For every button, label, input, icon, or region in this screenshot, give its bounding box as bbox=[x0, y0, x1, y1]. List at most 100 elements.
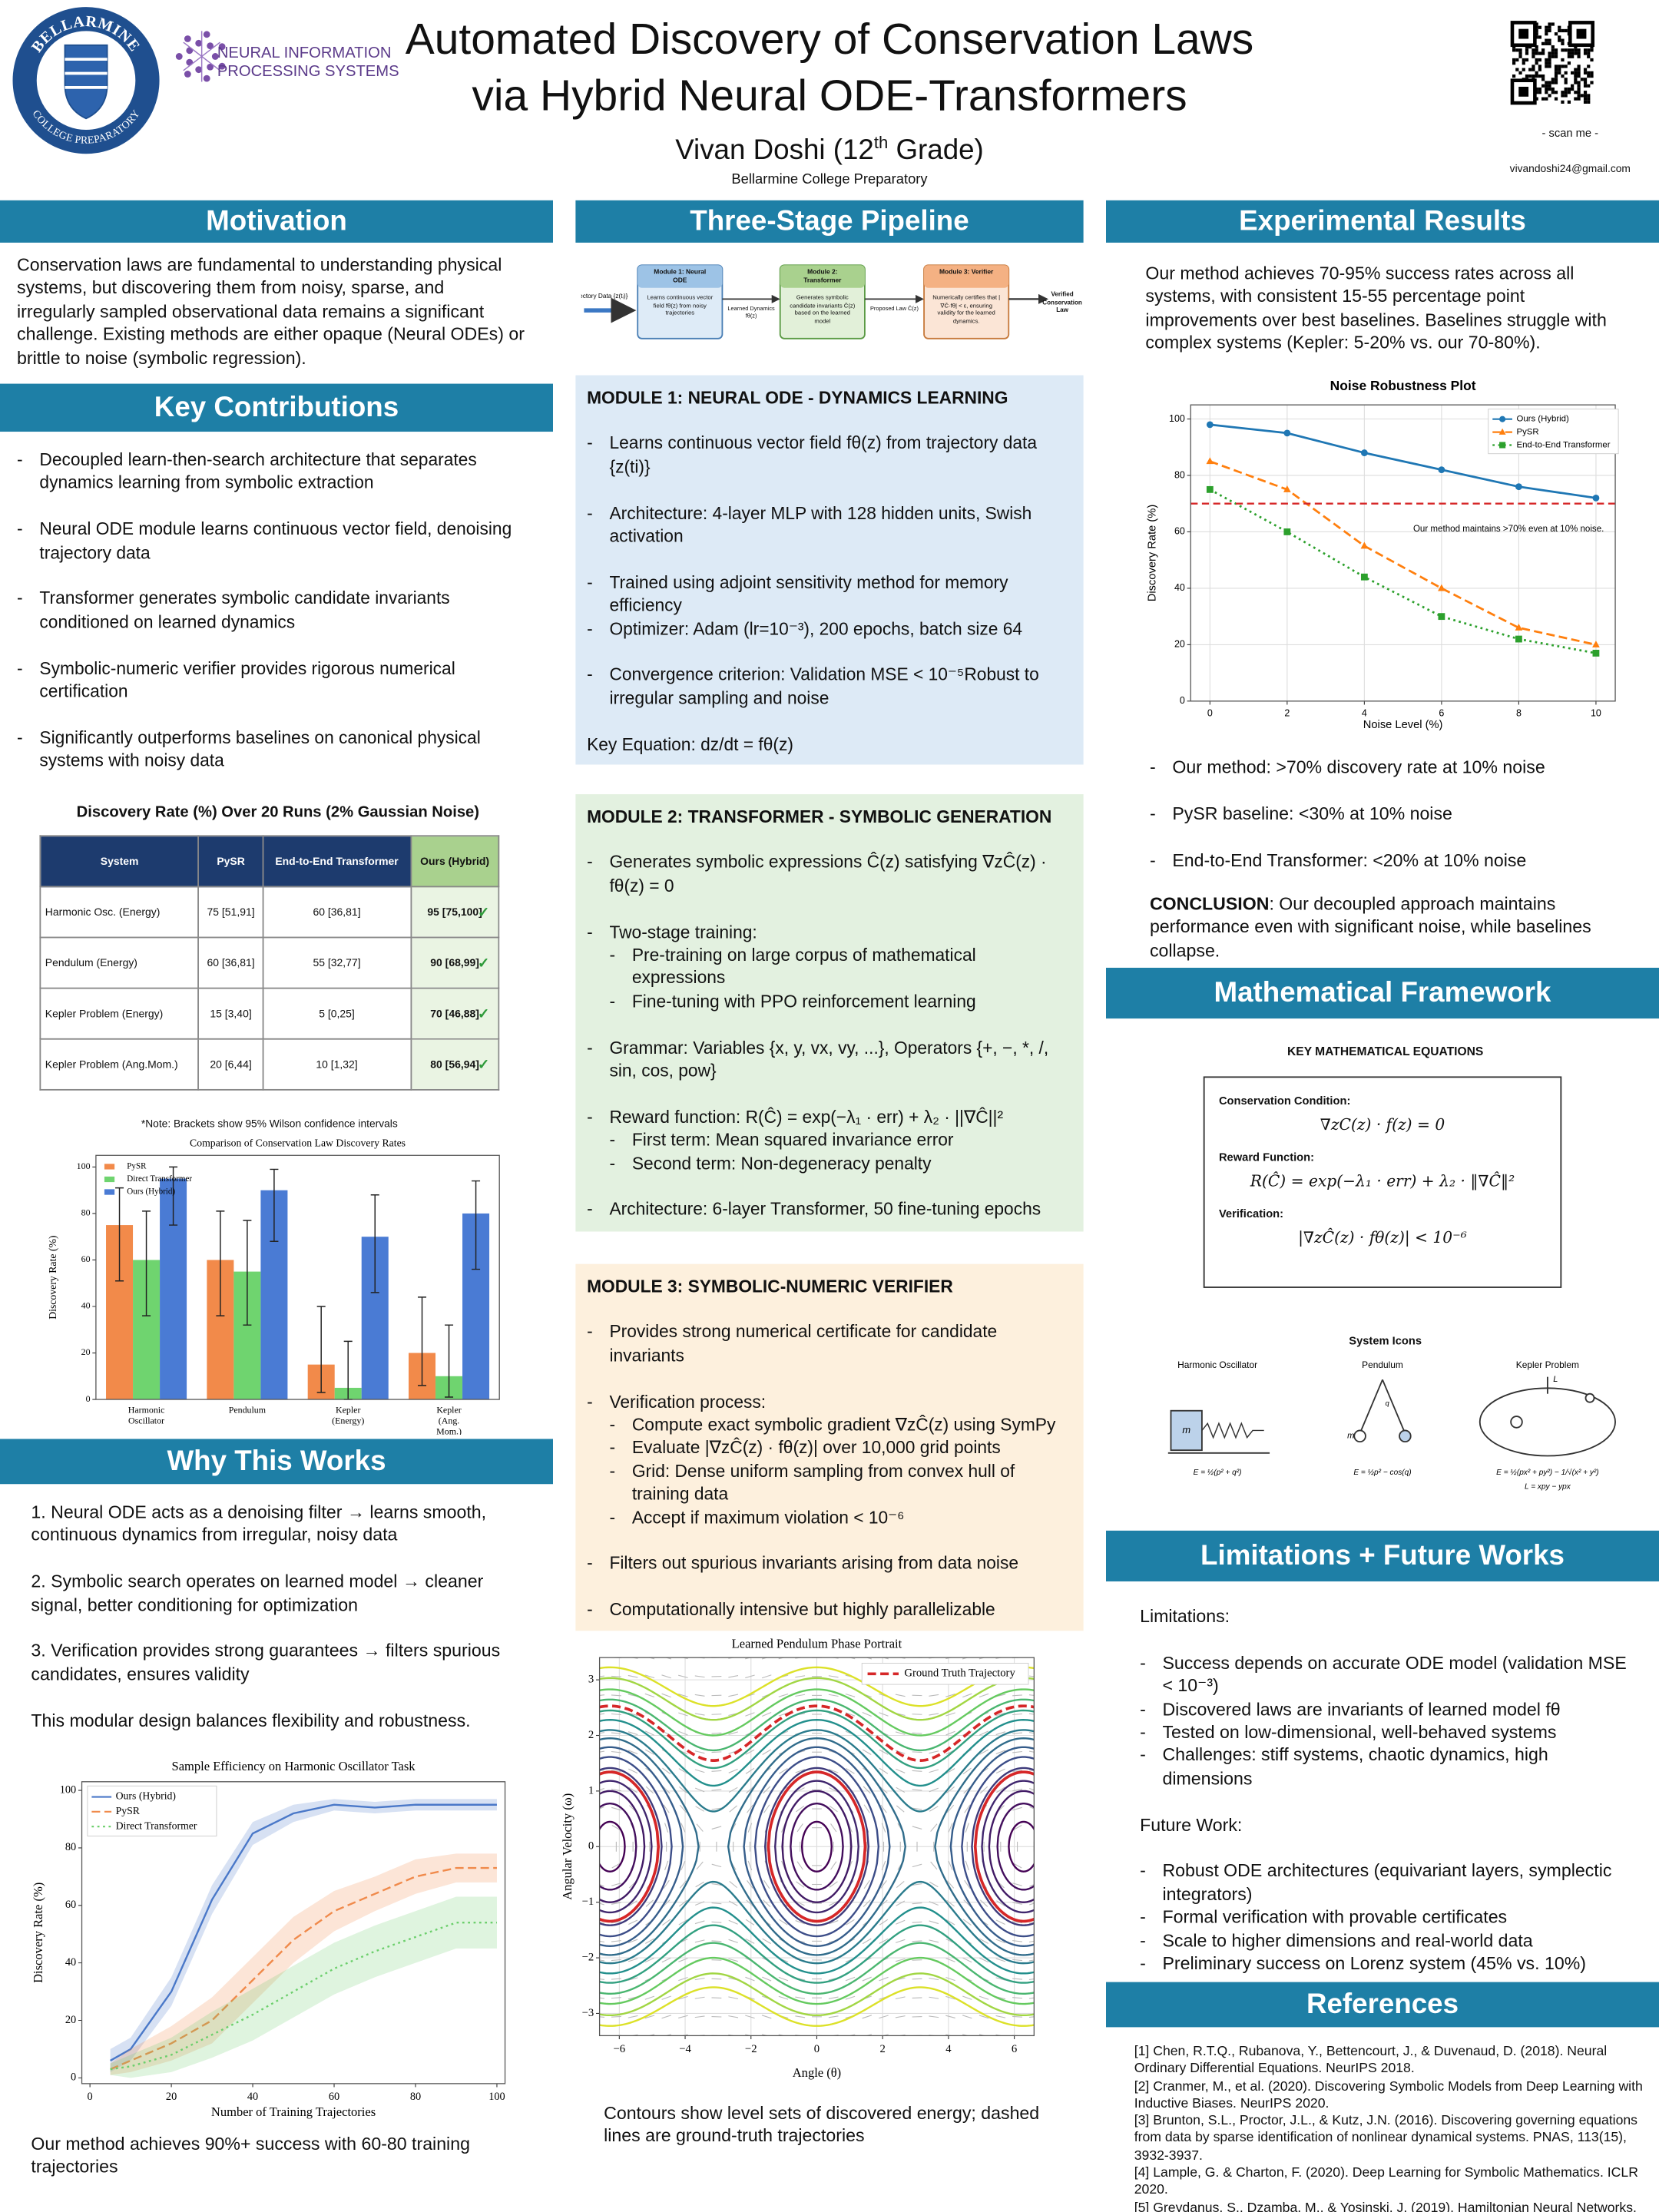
legend-label: Ours (Hybrid) bbox=[116, 1790, 176, 1803]
vector-arrow bbox=[696, 1823, 704, 1832]
x-tick-label: Kepler (Ang. Mom.) bbox=[436, 1404, 462, 1434]
y-axis-label: Discovery Rate (%) bbox=[1146, 505, 1158, 602]
qr-cell bbox=[1512, 61, 1516, 65]
vector-arrow bbox=[1028, 1713, 1035, 1715]
vector-arrow bbox=[711, 1807, 722, 1810]
vector-arrow bbox=[1029, 1806, 1035, 1810]
vector-arrow bbox=[845, 1976, 856, 1982]
qr-finder bbox=[1518, 86, 1529, 97]
vector-arrow bbox=[611, 2015, 621, 2018]
logo-dot bbox=[195, 66, 203, 74]
table-row: Kepler Problem (Ang.Mom.) 20 [6,44] 10 [1,… bbox=[39, 1038, 500, 1091]
bullet-text: Tested on low-dimensional, well-behaved … bbox=[1162, 1722, 1557, 1743]
section-heading: Motivation bbox=[0, 200, 554, 243]
legend-label: PySR bbox=[1516, 428, 1538, 437]
reference: [1] Chen, R.T.Q., Rubanova, Y., Bettenco… bbox=[1134, 2044, 1608, 2078]
bullet-text: Optimizer: Adam (lr=10⁻³), 200 epochs, b… bbox=[609, 618, 1023, 639]
vector-arrow bbox=[912, 1940, 922, 1942]
vector-arrow bbox=[863, 1804, 870, 1813]
vector-arrow bbox=[895, 1939, 906, 1943]
qr-cell bbox=[1548, 61, 1551, 65]
plot-frame bbox=[81, 1781, 506, 2085]
vector-arrow bbox=[862, 1712, 872, 1717]
vector-arrow bbox=[862, 1749, 872, 1755]
x-tick-label: 40 bbox=[247, 2091, 258, 2103]
data-point bbox=[1592, 641, 1600, 647]
system-name: Pendulum bbox=[1362, 1359, 1403, 1370]
cell-text: 15 [3,40] bbox=[210, 1007, 252, 1020]
bullet-item: - Accept if maximum violation < 10⁻⁶ bbox=[587, 1506, 1072, 1529]
bullet-text: Reward function: R(Ĉ) = exp(−λ₁ · err) +… bbox=[609, 1107, 1004, 1128]
qr-cell bbox=[1551, 81, 1555, 84]
vector-arrow bbox=[762, 1712, 772, 1717]
bullet-item: - Second term: Non-degeneracy penalty bbox=[587, 1152, 1072, 1175]
vector-arrow bbox=[762, 1938, 772, 1945]
x-tick-label: 6 bbox=[1439, 707, 1444, 718]
y-axis-label: Discovery Rate (%) bbox=[47, 1235, 59, 1319]
vector-arrow bbox=[628, 1977, 638, 1981]
bullet-item: - Evaluate |∇zĈ(z) · fθ(z)| over 10,000 g… bbox=[587, 1437, 1072, 1460]
table-header-row: System PySR End-to-End Transformer Ours (Hy… bbox=[39, 835, 500, 888]
vector-arrow bbox=[747, 1804, 753, 1813]
plot-frame bbox=[1190, 404, 1616, 702]
y-tick-label: 2 bbox=[588, 1729, 594, 1741]
vector-arrow bbox=[694, 1977, 705, 1981]
vector-arrow bbox=[694, 1901, 705, 1906]
vector-arrow bbox=[912, 1751, 922, 1753]
data-point bbox=[1438, 613, 1445, 621]
vector-arrow bbox=[661, 1957, 671, 1963]
vector-arrow bbox=[845, 1995, 856, 2000]
vector-arrow bbox=[1012, 1770, 1023, 1773]
x-tick-label: 0 bbox=[814, 2043, 820, 2055]
bullet-text: Success depends on accurate ODE model (v… bbox=[1162, 1653, 1627, 1697]
bullet-text: Discovered laws are invariants of learne… bbox=[1162, 1699, 1561, 1720]
vector-arrow bbox=[829, 1805, 838, 1813]
qr-cell bbox=[1535, 71, 1538, 75]
vector-arrow bbox=[896, 1786, 906, 1793]
vector-arrow bbox=[895, 1731, 906, 1735]
bullet-item: - Computationally intensive but highly pa… bbox=[587, 1598, 1072, 1621]
neurips-logo: NEURAL INFORMATION PROCESSING SYSTEMS bbox=[175, 31, 399, 82]
vector-arrow bbox=[796, 1861, 803, 1870]
qr-cell bbox=[1590, 71, 1594, 75]
data-point bbox=[1283, 528, 1291, 535]
qr-cell bbox=[1564, 48, 1568, 52]
chart-title: Comparison of Conservation Law Discovery… bbox=[190, 1137, 406, 1149]
vector-arrow bbox=[945, 1768, 955, 1774]
qr-cell bbox=[1558, 68, 1561, 71]
vector-arrow bbox=[728, 1731, 739, 1735]
qr-cell bbox=[1535, 51, 1538, 55]
vector-arrow bbox=[678, 2015, 688, 2018]
bullet-group: - Grammar: Variables {x, y, vx, vy, ...},… bbox=[587, 1036, 1072, 1082]
qr-cell bbox=[1538, 35, 1542, 39]
results-list: - Our method: >70% discovery rate at 10% … bbox=[1150, 756, 1629, 895]
icons-title: System Icons bbox=[1349, 1334, 1422, 1348]
vector-arrow bbox=[862, 1938, 872, 1945]
reference: [5] Greydanus, S., Dzamba, M., & Yosinsk… bbox=[1134, 2200, 1637, 2212]
vector-arrow bbox=[647, 1657, 655, 1660]
contour-line bbox=[599, 1677, 1035, 2017]
vector-arrow bbox=[599, 1902, 604, 1906]
vector-arrow bbox=[728, 1996, 739, 2000]
vector-arrow bbox=[1028, 1750, 1035, 1753]
vector-arrow bbox=[711, 1863, 722, 1868]
vector-arrow bbox=[796, 1823, 803, 1833]
x-tick-label: 0 bbox=[88, 2091, 93, 2103]
vector-arrow bbox=[995, 1919, 1005, 1925]
qr-cell bbox=[1535, 48, 1538, 52]
qr-cell bbox=[1561, 74, 1565, 78]
vector-arrow bbox=[828, 1675, 839, 1678]
annotation: Our method maintains >70% even at 10% no… bbox=[1413, 525, 1604, 534]
qr-cell bbox=[1590, 74, 1594, 78]
vector-arrow bbox=[979, 1899, 988, 1907]
confidence-band bbox=[110, 1896, 497, 2078]
qr-cell bbox=[1574, 81, 1578, 84]
qr-cell bbox=[1545, 87, 1548, 91]
bullet-group: - Learns continuous vector field fθ(z) fr… bbox=[587, 432, 1072, 478]
bullet: - bbox=[609, 1415, 616, 1435]
module-panel-title: MODULE 1: NEURAL ODE - DYNAMICS LEARNING bbox=[587, 388, 1008, 408]
vector-arrow bbox=[979, 1938, 988, 1944]
qr-cell bbox=[1577, 84, 1581, 88]
qr-cell bbox=[1558, 35, 1561, 39]
